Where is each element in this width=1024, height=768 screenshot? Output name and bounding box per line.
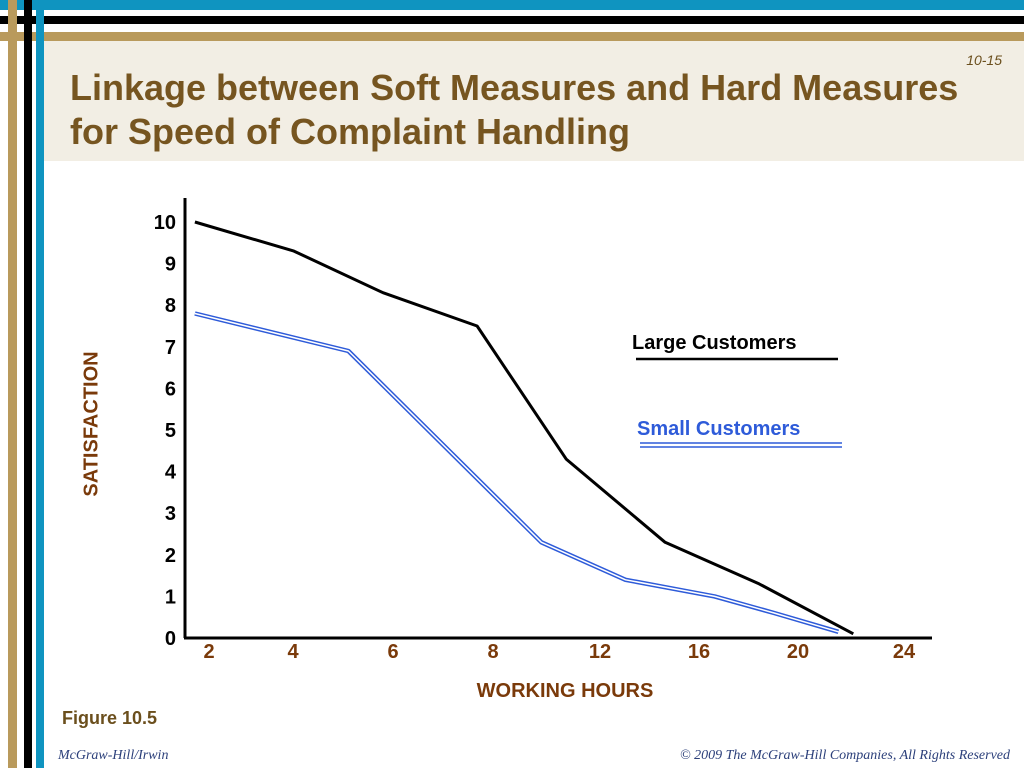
y-tick-label: 0 (165, 628, 176, 650)
left-tan-stripe (8, 0, 17, 768)
y-tick-label: 10 (154, 212, 176, 234)
title-band (44, 41, 1024, 161)
y-tick-label: 6 (165, 378, 176, 400)
x-tick-label: 4 (287, 641, 299, 663)
series-line-small-customers-inner (194, 312, 839, 633)
legend-small-customers: Small Customers (637, 418, 801, 440)
y-tick-label: 5 (165, 420, 176, 442)
y-tick-label: 7 (165, 337, 176, 359)
slide-title: Linkage between Soft Measures and Hard M… (70, 67, 959, 152)
left-black-stripe (24, 0, 32, 768)
x-tick-label: 24 (893, 641, 916, 663)
x-tick-label: 8 (487, 641, 498, 663)
x-tick-labels: 2 4 6 8 12 16 20 24 (203, 641, 916, 663)
y-axis-title: SATISFACTION (80, 351, 103, 497)
figure-label: Figure 10.5 (62, 708, 158, 728)
x-tick-label: 6 (387, 641, 398, 663)
x-tick-label: 20 (787, 641, 809, 663)
legend-large-customers: Large Customers (632, 332, 797, 354)
x-axis-title: WORKING HOURS (476, 680, 654, 702)
y-tick-label: 4 (165, 462, 177, 484)
series-layer (194, 220, 855, 636)
top-tan-stripe (0, 32, 1024, 41)
x-tick-label: 16 (688, 641, 710, 663)
y-tick-label: 1 (165, 586, 176, 608)
slide-number: 10-15 (966, 52, 1002, 68)
series-line-large-customers (194, 220, 855, 636)
y-tick-label: 3 (165, 503, 176, 525)
y-tick-label: 8 (165, 295, 176, 317)
footer-publisher: McGraw-Hill/Irwin (58, 748, 169, 763)
top-black-stripe (0, 16, 1024, 24)
y-tick-label: 9 (165, 254, 176, 276)
footer-copyright: © 2009 The McGraw-Hill Companies, All Ri… (679, 748, 1010, 763)
y-tick-label: 2 (165, 545, 176, 567)
left-blue-stripe (36, 0, 44, 768)
y-tick-labels: 0 1 2 3 4 5 6 7 8 9 10 (154, 212, 177, 650)
x-tick-label: 2 (203, 641, 214, 663)
top-blue-stripe (0, 0, 1024, 10)
x-tick-label: 12 (589, 641, 611, 663)
series-line-small-customers (194, 311, 840, 634)
